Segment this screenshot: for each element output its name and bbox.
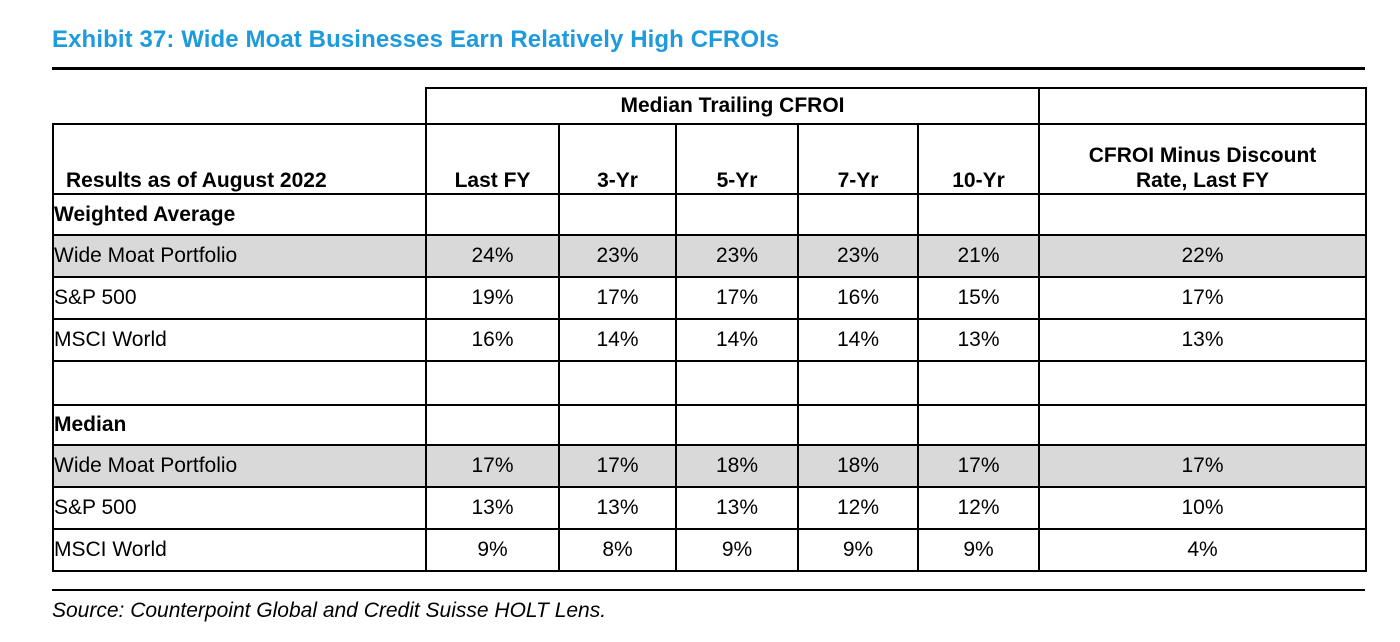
table-row-wa-wide-moat: Wide Moat Portfolio 24% 23% 23% 23% 21% … [52,234,1368,278]
value-cell: 16% [797,276,919,320]
column-header-3yr: 3-Yr [558,123,677,195]
value-cell: 17% [675,276,799,320]
value-cell: 23% [558,234,677,278]
section-header-row-median: Median [52,404,1368,446]
value-cell: 9% [916,528,1041,572]
value-cell: 12% [916,486,1041,530]
value-cell: 17% [1038,444,1368,488]
column-header-7yr: 7-Yr [797,123,919,195]
value-cell: 18% [675,444,799,488]
blank-header-cell [1038,87,1368,125]
column-header-row: Results as of August 2022 Last FY 3-Yr 5… [52,123,1368,195]
footer-divider [52,589,1365,591]
value-cell: 23% [675,234,799,278]
value-cell: 17% [916,444,1041,488]
value-cell: 14% [797,318,919,362]
row-label: MSCI World [52,318,427,362]
value-cell: 9% [425,528,560,572]
column-header-cfroi-minus-discount: CFROI Minus Discount Rate, Last FY [1038,123,1368,195]
section-label: Weighted Average [52,193,427,236]
value-cell: 13% [425,486,560,530]
value-cell: 13% [916,318,1041,362]
value-cell: 14% [675,318,799,362]
group-header: Median Trailing CFROI [424,87,1041,125]
source-note: Source: Counterpoint Global and Credit S… [52,599,607,622]
row-label: Wide Moat Portfolio [52,234,427,278]
value-cell: 17% [1038,276,1368,320]
value-cell: 15% [916,276,1041,320]
value-cell: 18% [797,444,919,488]
value-cell: 9% [797,528,919,572]
value-cell: 4% [1038,528,1368,572]
value-cell: 8% [558,528,677,572]
title-divider [52,67,1365,70]
exhibit-title: Exhibit 37: Wide Moat Businesses Earn Re… [52,26,780,53]
column-header-last-fy: Last FY [425,123,560,195]
value-cell: 13% [1038,318,1368,362]
value-cell: 19% [425,276,560,320]
value-cell: 17% [558,276,677,320]
column-header-line1: CFROI Minus Discount [1088,144,1317,167]
table-row-wa-sp500: S&P 500 19% 17% 17% 16% 15% 17% [52,276,1368,320]
column-header-5yr: 5-Yr [675,123,799,195]
value-cell: 22% [1038,234,1368,278]
value-cell: 12% [797,486,919,530]
row-label: S&P 500 [52,276,427,320]
value-cell: 21% [916,234,1041,278]
value-cell: 17% [425,444,560,488]
column-header-10yr: 10-Yr [916,123,1041,195]
row-label: MSCI World [52,528,427,572]
table-row-med-msci-world: MSCI World 9% 8% 9% 9% 9% 4% [52,528,1368,572]
row-label: S&P 500 [52,486,427,530]
row-label: Wide Moat Portfolio [52,444,427,488]
value-cell: 23% [797,234,919,278]
table-row-wa-msci-world: MSCI World 16% 14% 14% 14% 13% 13% [52,318,1368,362]
exhibit-page: Exhibit 37: Wide Moat Businesses Earn Re… [52,26,1368,622]
value-cell: 16% [425,318,560,362]
group-header-row: Median Trailing CFROI [53,87,1368,125]
table-row-med-wide-moat: Wide Moat Portfolio 17% 17% 18% 18% 17% … [52,444,1368,488]
spacer-row [52,360,1368,406]
cfroi-table: Median Trailing CFROI Results as of Augu… [52,87,1368,572]
value-cell: 24% [425,234,560,278]
value-cell: 14% [558,318,677,362]
section-label: Median [52,404,427,446]
value-cell: 17% [558,444,677,488]
value-cell: 13% [558,486,677,530]
value-cell: 10% [1038,486,1368,530]
column-header-line2: Rate, Last FY [1135,169,1270,192]
table-row-med-sp500: S&P 500 13% 13% 13% 12% 12% 10% [52,486,1368,530]
section-header-row-weighted-average: Weighted Average [52,193,1368,236]
column-header-results: Results as of August 2022 [52,123,427,195]
value-cell: 13% [675,486,799,530]
blank-corner-cell [53,88,426,124]
value-cell: 9% [675,528,799,572]
